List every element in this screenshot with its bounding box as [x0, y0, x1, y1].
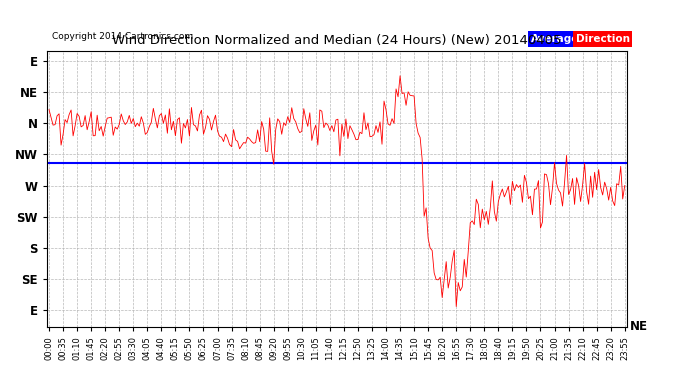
Text: NE: NE — [629, 321, 648, 333]
Text: Direction: Direction — [575, 34, 630, 44]
Title: Wind Direction Normalized and Median (24 Hours) (New) 20140405: Wind Direction Normalized and Median (24… — [112, 34, 562, 47]
Text: Copyright 2014 Cartronics.com: Copyright 2014 Cartronics.com — [52, 32, 193, 41]
Text: Average: Average — [531, 34, 580, 44]
